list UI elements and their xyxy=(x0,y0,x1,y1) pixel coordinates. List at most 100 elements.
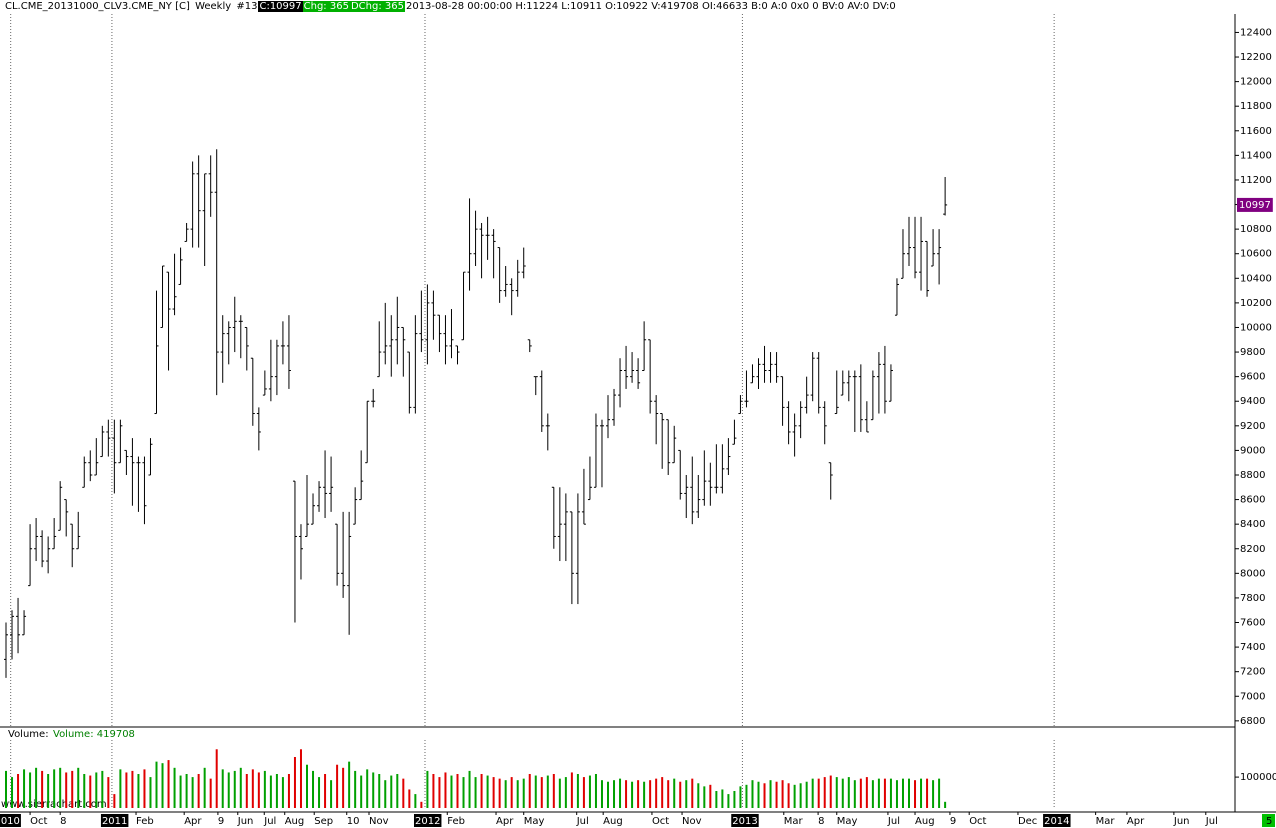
volume-bar xyxy=(727,794,730,808)
x-tick-label: Aug xyxy=(285,816,305,827)
x-tick-label: 2013 xyxy=(732,816,757,827)
volume-bar xyxy=(402,778,405,808)
volume-bar xyxy=(757,781,760,808)
volume-bar xyxy=(101,770,104,808)
volume-bar xyxy=(673,778,676,808)
volume-bar xyxy=(703,786,706,808)
y-tick-label: 8600 xyxy=(1240,495,1265,506)
period: Weekly xyxy=(195,1,232,12)
volume-bar xyxy=(113,794,116,808)
volume-bar xyxy=(125,772,128,808)
volume-bar xyxy=(71,770,74,808)
x-tick-label: May xyxy=(837,816,858,827)
last-price-label: 10997 xyxy=(1239,200,1271,211)
y-tick-label: 10200 xyxy=(1240,298,1272,309)
volume-bar xyxy=(564,777,567,808)
y-tick-label: 9400 xyxy=(1240,396,1265,407)
volume-bar xyxy=(619,778,622,808)
volume-bar xyxy=(312,770,315,808)
volume-bar xyxy=(269,775,272,808)
volume-bar xyxy=(456,774,459,808)
y-tick-label: 9000 xyxy=(1240,445,1265,456)
volume-bar xyxy=(552,774,555,808)
volume-bar xyxy=(221,769,224,808)
volume-bar xyxy=(107,777,110,808)
volume-bar xyxy=(570,772,573,808)
volume-bar xyxy=(805,781,808,808)
end-box xyxy=(1262,814,1275,827)
volume-bar xyxy=(775,781,778,808)
volume-bar xyxy=(306,764,308,808)
x-tick-label: Dec xyxy=(1018,816,1037,827)
volume-bar xyxy=(643,781,646,808)
volume-bar xyxy=(787,783,790,808)
y-tick-label: 12200 xyxy=(1240,52,1272,63)
volume-bar xyxy=(137,774,140,808)
volume-bar xyxy=(914,780,917,808)
volume-bar xyxy=(498,778,501,808)
volume-bar xyxy=(763,783,766,808)
volume-bar xyxy=(522,778,525,808)
volume-bar xyxy=(330,780,333,808)
x-tick-label: Jul xyxy=(1205,816,1218,827)
x-tick-label: Jun xyxy=(237,816,254,827)
volume-bar xyxy=(426,770,429,808)
volume-bar xyxy=(131,770,134,808)
volume-bar xyxy=(173,767,176,808)
y-tick-label: 7000 xyxy=(1240,691,1265,702)
y-tick-label: 8200 xyxy=(1240,544,1265,555)
volume-bar xyxy=(245,774,248,808)
x-tick-label: Oct xyxy=(30,816,47,827)
volume-bar xyxy=(47,774,50,808)
volume-bar xyxy=(149,777,152,808)
x-tick-label: Jul xyxy=(576,816,589,827)
volume-bar xyxy=(143,769,146,808)
x-tick-box xyxy=(100,814,129,827)
volume-bar xyxy=(847,777,850,808)
volume-bar xyxy=(733,791,736,808)
y-tick-label: 12400 xyxy=(1240,27,1272,38)
volume-bar xyxy=(594,774,597,808)
volume-bar xyxy=(631,781,634,808)
volume-bar xyxy=(438,777,441,808)
volume-bar xyxy=(745,784,748,808)
volume-bar xyxy=(444,772,447,808)
volume-bar xyxy=(360,775,363,808)
x-tick-label: 8 xyxy=(60,816,66,827)
volume-bar xyxy=(516,780,519,808)
volume-bar xyxy=(275,774,278,808)
y-tick-label: 11800 xyxy=(1240,101,1272,112)
volume-bar xyxy=(23,769,26,808)
x-tick-box xyxy=(1043,814,1071,827)
volume-bar xyxy=(185,774,188,808)
volume-bar xyxy=(167,760,170,808)
x-tick-label: Jul xyxy=(887,816,900,827)
volume-bar xyxy=(781,780,784,808)
y-tick-label: 9800 xyxy=(1240,347,1265,358)
y-tick-label: 10600 xyxy=(1240,249,1272,260)
volume-bar xyxy=(685,780,688,808)
header: CL.CME_20131000_CLV3.CME_NY [C] Weekly #… xyxy=(4,0,897,13)
y-tick-label: 10000 xyxy=(1240,322,1272,333)
volume-bar xyxy=(203,767,206,808)
y-tick-label: 11400 xyxy=(1240,150,1272,161)
volume-bar xyxy=(558,778,561,808)
volume-bar xyxy=(336,764,339,808)
y-tick-label: 12000 xyxy=(1240,77,1272,88)
volume-bar xyxy=(35,767,38,808)
x-tick-label: Apr xyxy=(1127,816,1145,827)
x-tick-label: Mar xyxy=(1096,816,1116,827)
x-tick-label: Jun xyxy=(1173,816,1190,827)
volume-bar xyxy=(179,775,182,808)
volume-bar xyxy=(95,772,98,808)
volume-bar xyxy=(865,777,868,808)
volume-bar xyxy=(649,780,652,808)
volume-bar xyxy=(233,770,236,808)
x-tick-box xyxy=(0,814,21,827)
volume-bar xyxy=(739,786,742,808)
x-tick-label: Oct xyxy=(969,816,986,827)
volume-bar xyxy=(486,775,489,808)
volume-bar xyxy=(408,789,411,808)
volume-bar xyxy=(655,778,658,808)
